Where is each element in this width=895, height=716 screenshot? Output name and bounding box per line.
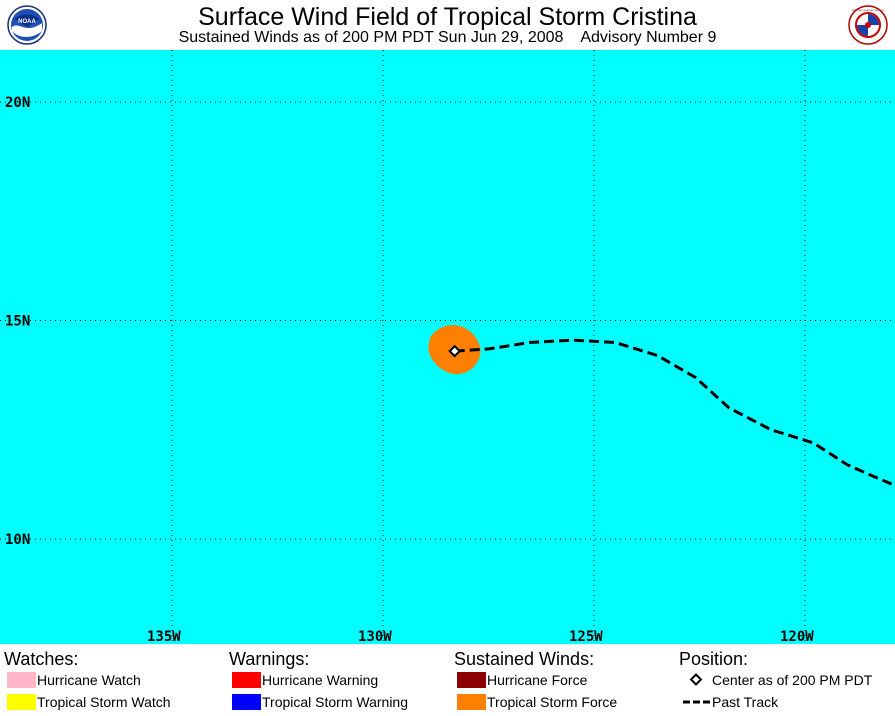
tropical-storm-force-swatch	[457, 694, 486, 710]
gridlines	[0, 50, 895, 644]
lat-label-15n: 15N	[5, 314, 30, 330]
storm-center-diamond-icon	[448, 344, 462, 358]
diamond-icon	[682, 672, 711, 688]
page-title: Surface Wind Field of Tropical Storm Cri…	[198, 3, 697, 31]
map-canvas: 20N 15N 10N 135W 130W 125W 120W	[0, 50, 895, 645]
noaa-logo-text: NOAA	[18, 19, 36, 25]
nws-logo-text: NATIONAL WEATHER SERVICE	[852, 9, 885, 12]
lon-label-130w: 130W	[358, 629, 392, 644]
lat-label-20n: 20N	[5, 95, 30, 111]
tropical-storm-watch-swatch	[7, 694, 36, 710]
tropical-storm-warning-swatch	[232, 694, 261, 710]
lon-label-125w: 125W	[569, 629, 603, 644]
storm-map: 20N 15N 10N 135W 130W 125W 120W	[0, 50, 895, 645]
tropical-storm-watch-label: Tropical Storm Watch	[37, 694, 171, 710]
storm-layer	[428, 325, 895, 488]
tropical-storm-force-label: Tropical Storm Force	[487, 694, 618, 710]
hurricane-watch-label: Hurricane Watch	[37, 672, 141, 688]
noaa-logo: NOAA	[7, 5, 47, 45]
legend: Watches: Hurricane Watch Tropical Storm …	[0, 644, 895, 716]
legend-warnings-heading: Warnings:	[229, 649, 310, 669]
tropical-storm-warning-label: Tropical Storm Warning	[262, 694, 409, 710]
past-track-label: Past Track	[712, 694, 779, 710]
legend-watches-heading: Watches:	[4, 649, 79, 669]
lon-label-120w: 120W	[780, 629, 814, 644]
page-subtitle: Sustained Winds as of 200 PM PDT Sun Jun…	[178, 29, 717, 46]
hurricane-warning-swatch	[232, 672, 261, 688]
hurricane-warning-label: Hurricane Warning	[262, 672, 379, 688]
lon-label-135w: 135W	[147, 629, 181, 644]
hurricane-watch-swatch	[7, 672, 36, 688]
lat-label-10n: 10N	[5, 532, 30, 548]
legend-winds-heading: Sustained Winds:	[454, 649, 595, 669]
header: NOAA Surface Wind Field of Tropical Stor…	[0, 0, 895, 50]
longitude-labels: 135W 130W 125W 120W	[147, 629, 814, 645]
past-track-line	[454, 338, 895, 488]
nws-logo: NATIONAL WEATHER SERVICE	[848, 5, 888, 45]
legend-position-heading: Position:	[679, 649, 749, 669]
hurricane-force-label: Hurricane Force	[487, 672, 588, 688]
latitude-labels: 20N 15N 10N	[5, 95, 30, 548]
dashed-line-icon	[682, 694, 711, 710]
hurricane-force-swatch	[457, 672, 486, 688]
center-position-label: Center as of 200 PM PDT	[712, 672, 873, 688]
